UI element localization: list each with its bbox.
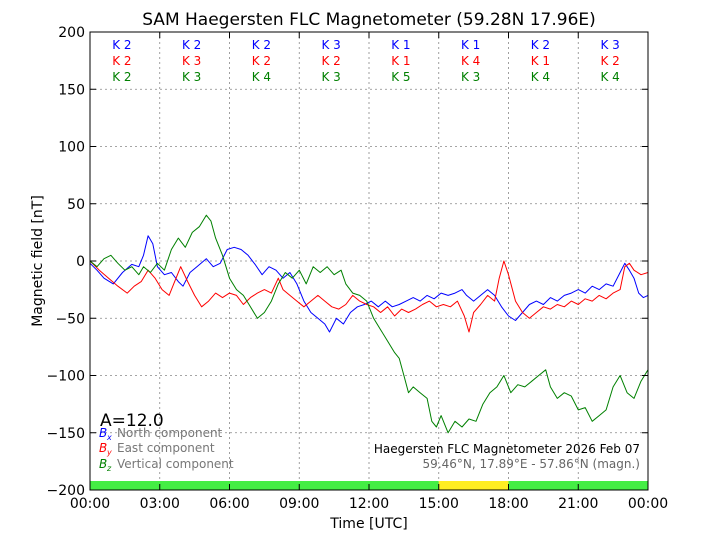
x-tick-label: 18:00	[488, 496, 528, 512]
k-index-east: K 2	[252, 54, 271, 68]
y-tick-label: 0	[76, 254, 85, 270]
legend-subscript: x	[106, 433, 112, 442]
legend-label: Vertical component	[117, 457, 234, 471]
k-index-north: K 2	[531, 38, 550, 52]
x-tick-label: 12:00	[349, 496, 389, 512]
x-tick-label: 15:00	[419, 496, 459, 512]
k-index-east: K 2	[600, 54, 619, 68]
k-index-north: K 2	[252, 38, 271, 52]
x-axis-ticks: 00:00 03:00 06:00 09:00 12:00 15:00 18:00 21:00…	[70, 32, 668, 512]
x-tick-label: 21:00	[558, 496, 598, 512]
k-index-north: K 3	[600, 38, 619, 52]
k-index-east: K 2	[112, 54, 131, 68]
k-index-east: K 1	[531, 54, 550, 68]
k-index-vertical: K 3	[321, 70, 340, 84]
k-index-north: K 1	[391, 38, 410, 52]
k-index-north: K 2	[112, 38, 131, 52]
x-tick-label: 03:00	[140, 496, 180, 512]
y-tick-label: 150	[58, 82, 85, 98]
legend-label: North component	[117, 426, 223, 440]
legend-subscript: y	[106, 448, 112, 457]
k-index-north: K 2	[182, 38, 201, 52]
series-line-vertical	[89, 214, 649, 434]
x-axis-label: Time [UTC]	[329, 516, 407, 532]
legend-symbol: B	[99, 426, 107, 440]
activity-index-annotation: A=12.0	[100, 411, 164, 431]
k-index-labels: K 2 K 2 K 2 K 3 K 1 K 1 K 2 K 3 K 2 K 3 K 2 K 2 K 1 K…	[112, 38, 620, 84]
legend-subscript: z	[106, 464, 112, 473]
x-tick-label: 09:00	[279, 496, 319, 512]
data-series	[89, 214, 649, 434]
y-tick-label: −100	[47, 369, 85, 385]
x-tick-label: 00:00	[628, 496, 668, 512]
x-tick-label: 06:00	[209, 496, 249, 512]
activity-segment	[438, 481, 509, 490]
k-index-vertical: K 5	[391, 70, 410, 84]
y-tick-label: 100	[58, 140, 85, 156]
k-index-vertical: K 4	[531, 70, 550, 84]
k-index-east: K 1	[391, 54, 410, 68]
chart-title: SAM Haegersten FLC Magnetometer (59.28N …	[142, 10, 596, 30]
legend-symbol: B	[99, 441, 107, 455]
k-index-vertical: K 3	[182, 70, 201, 84]
activity-segment	[90, 481, 439, 490]
coordinate-note: 59.46°N, 17.89°E - 57.86°N (magn.)	[423, 457, 640, 471]
k-index-vertical: K 4	[252, 70, 271, 84]
k-index-east: K 4	[461, 54, 480, 68]
k-index-north: K 1	[461, 38, 480, 52]
k-index-east: K 2	[321, 54, 340, 68]
y-axis-label: Magnetic field [nT]	[30, 195, 46, 327]
y-axis-ticks: −200 −150 −100 −50 0 50 100 150 200	[47, 25, 648, 499]
station-note: Haegersten FLC Magnetometer 2026 Feb 07	[374, 442, 640, 456]
x-tick-label: 00:00	[70, 496, 110, 512]
k-index-north: K 3	[321, 38, 340, 52]
k-index-vertical: K 3	[461, 70, 480, 84]
y-tick-label: 50	[67, 197, 85, 213]
series-line-east	[89, 260, 649, 333]
legend-symbol: B	[99, 457, 107, 471]
k-index-east: K 3	[182, 54, 201, 68]
y-tick-label: −150	[47, 426, 85, 442]
k-index-vertical: K 2	[112, 70, 131, 84]
grid-lines	[90, 32, 648, 490]
y-tick-label: −200	[47, 483, 85, 499]
y-tick-label: −50	[55, 311, 85, 327]
k-index-vertical: K 4	[600, 70, 619, 84]
series-line-north	[89, 235, 649, 333]
y-tick-label: 200	[58, 25, 85, 41]
legend-label: East component	[117, 441, 215, 455]
